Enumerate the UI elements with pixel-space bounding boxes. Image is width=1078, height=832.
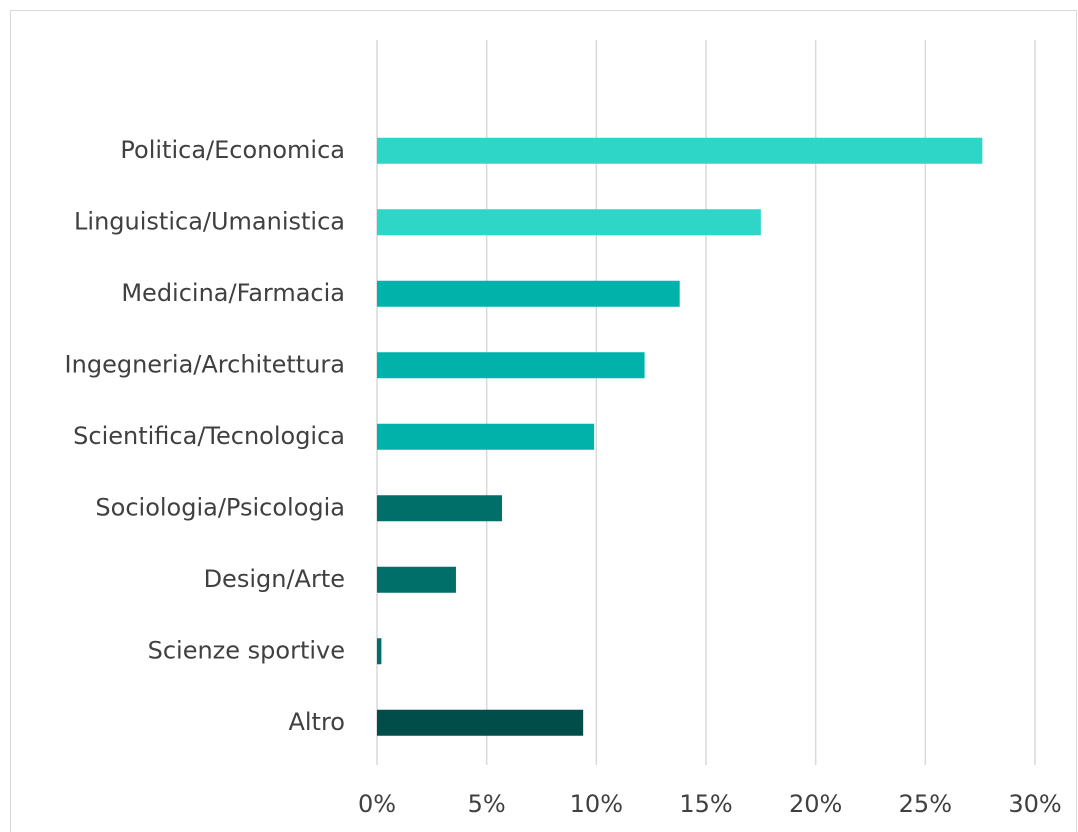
x-tick-label: 15% — [679, 790, 732, 818]
y-tick-label: Sociologia/Psicologia — [95, 493, 345, 521]
bar — [377, 566, 456, 593]
y-tick-label: Scientifica/Tecnologica — [73, 422, 345, 450]
x-tick-label: 5% — [468, 790, 506, 818]
y-tick-label: Ingegneria/Architettura — [65, 350, 345, 378]
bar — [377, 280, 680, 307]
bar — [377, 352, 645, 379]
bar — [377, 638, 382, 665]
y-tick-label: Politica/Economica — [120, 136, 345, 164]
bar — [377, 709, 584, 736]
y-tick-label: Medicina/Farmacia — [121, 279, 345, 307]
y-tick-label: Design/Arte — [204, 565, 345, 593]
x-tick-label: 0% — [358, 790, 396, 818]
bar — [377, 495, 503, 522]
y-tick-label: Linguistica/Umanistica — [74, 207, 345, 235]
y-tick-label: Altro — [288, 708, 345, 736]
x-tick-label: 20% — [789, 790, 842, 818]
bar — [377, 137, 983, 164]
x-tick-label: 10% — [570, 790, 623, 818]
x-tick-label: 30% — [1008, 790, 1061, 818]
bar — [377, 209, 761, 236]
y-tick-label: Scienze sportive — [148, 636, 345, 664]
x-tick-label: 25% — [899, 790, 952, 818]
bar — [377, 423, 595, 450]
